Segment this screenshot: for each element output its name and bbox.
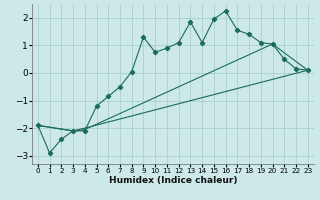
X-axis label: Humidex (Indice chaleur): Humidex (Indice chaleur)	[108, 176, 237, 185]
